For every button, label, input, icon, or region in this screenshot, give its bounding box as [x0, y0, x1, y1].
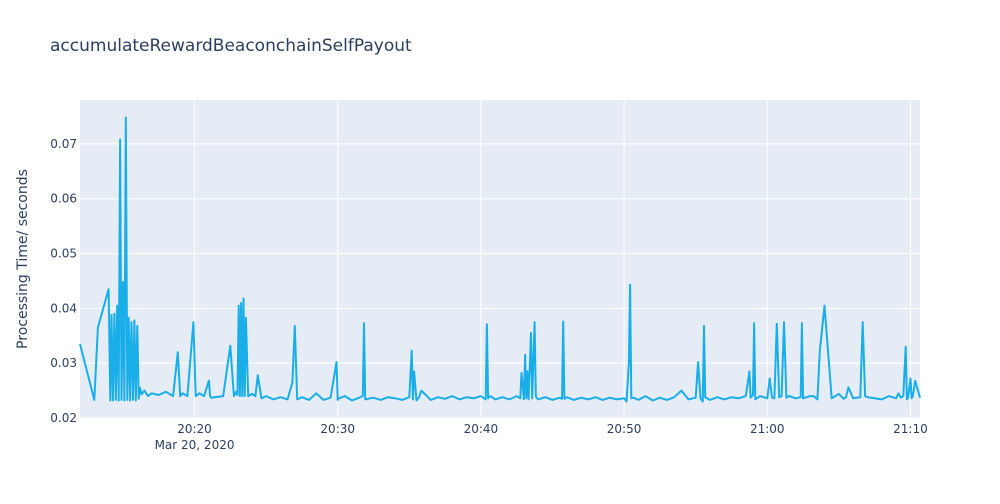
- x-tick-label: 20:40: [464, 422, 499, 436]
- series-layer: [79, 116, 921, 403]
- y-tick-label: 0.02: [50, 411, 77, 425]
- y-axis-ticks: 0.02 0.03 0.04 0.05 0.06 0.07: [50, 137, 77, 425]
- series-line: [79, 116, 921, 403]
- y-tick-label: 0.04: [50, 301, 77, 315]
- y-tick-label: 0.06: [50, 192, 77, 206]
- grid-lines: [80, 100, 920, 419]
- y-tick-label: 0.03: [50, 356, 77, 370]
- plot-area: [80, 100, 920, 418]
- x-tick-label: 20:50: [607, 422, 642, 436]
- x-tick-date-label: Mar 20, 2020: [155, 438, 235, 452]
- x-tick-label: 20:20: [177, 422, 212, 436]
- x-axis-ticks: 20:20 Mar 20, 2020 20:30 20:40 20:50 21:00 21:…: [155, 422, 928, 452]
- chart-title: accumulateRewardBeaconchainSelfPayout: [50, 36, 412, 56]
- x-tick-label: 20:30: [320, 422, 355, 436]
- x-tick-label: 21:00: [750, 422, 785, 436]
- y-axis-title: Processing Time/ seconds: [15, 169, 31, 349]
- y-tick-label: 0.07: [50, 137, 77, 151]
- x-tick-label: 21:10: [893, 422, 928, 436]
- y-tick-label: 0.05: [50, 247, 77, 261]
